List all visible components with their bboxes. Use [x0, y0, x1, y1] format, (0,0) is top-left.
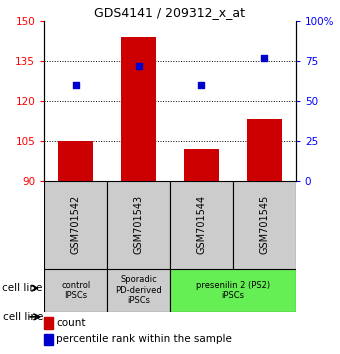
Text: GSM701544: GSM701544 [197, 195, 206, 255]
Bar [107, 181, 170, 269]
Bar [121, 37, 156, 181]
Bar [44, 181, 107, 269]
Point [136, 64, 141, 69]
Text: count: count [56, 318, 86, 328]
Text: presenilin 2 (PS2)
iPSCs: presenilin 2 (PS2) iPSCs [196, 281, 270, 300]
Point [262, 56, 267, 61]
Text: percentile rank within the sample: percentile rank within the sample [56, 335, 232, 344]
Text: cell line: cell line [2, 283, 42, 293]
Text: cell line: cell line [3, 312, 44, 322]
Text: GSM701542: GSM701542 [71, 195, 81, 255]
Title: GDS4141 / 209312_x_at: GDS4141 / 209312_x_at [95, 6, 245, 19]
Bar [107, 269, 170, 312]
Bar [58, 141, 93, 181]
Text: Sporadic
PD-derived
iPSCs: Sporadic PD-derived iPSCs [115, 275, 162, 305]
Bar [44, 269, 107, 312]
Text: GSM701545: GSM701545 [259, 195, 269, 255]
Bar [44, 334, 53, 345]
Point [199, 82, 204, 88]
Bar [170, 181, 233, 269]
Bar [233, 181, 296, 269]
Text: GSM701543: GSM701543 [134, 195, 143, 255]
Bar [44, 317, 53, 329]
Bar [247, 120, 282, 181]
Bar [184, 149, 219, 181]
Bar [170, 269, 296, 312]
Point [73, 82, 78, 88]
Text: control
IPSCs: control IPSCs [61, 281, 90, 300]
